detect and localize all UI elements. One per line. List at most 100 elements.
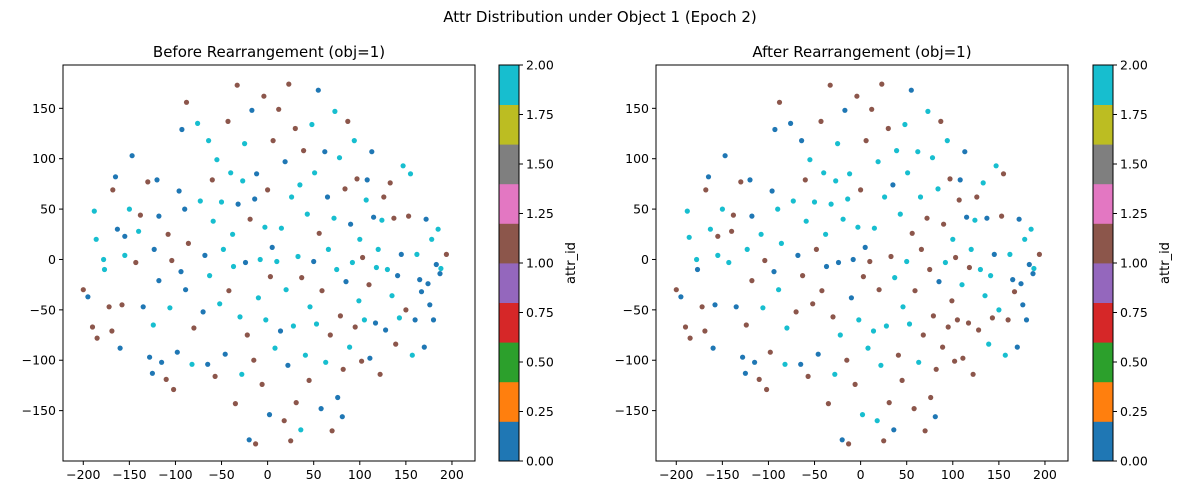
- data-point: [940, 344, 946, 350]
- data-point: [825, 401, 832, 407]
- data-point: [710, 345, 716, 351]
- data-point: [810, 301, 816, 307]
- data-point: [712, 302, 718, 308]
- data-point: [334, 266, 340, 273]
- data-point: [856, 317, 862, 323]
- data-point: [729, 228, 735, 234]
- data-point: [352, 324, 358, 330]
- data-point: [767, 349, 773, 355]
- data-point: [800, 273, 806, 279]
- y-tick-label: 150: [625, 101, 649, 116]
- data-point: [366, 282, 372, 288]
- data-point: [799, 138, 805, 144]
- data-point: [377, 371, 383, 377]
- data-point: [242, 259, 249, 266]
- x-tick-label: −50: [801, 467, 827, 482]
- data-point: [758, 231, 764, 237]
- data-point: [854, 93, 860, 99]
- data-point: [220, 246, 226, 252]
- data-point: [828, 201, 834, 207]
- data-point: [726, 259, 732, 266]
- data-point: [902, 121, 908, 128]
- y-tick-label: −100: [615, 353, 649, 368]
- data-point: [414, 251, 420, 257]
- data-point: [974, 194, 980, 200]
- x-tick-label: 150: [394, 467, 418, 482]
- data-point: [957, 177, 963, 183]
- data-point: [859, 412, 866, 418]
- data-point: [267, 274, 273, 280]
- colorbar-segment: [499, 421, 519, 462]
- data-point: [147, 354, 153, 360]
- data-point: [917, 194, 924, 200]
- data-point: [976, 327, 982, 333]
- plot-frame: [655, 64, 1069, 462]
- data-point: [912, 288, 918, 294]
- colorbar-tick-label: 1.25: [526, 206, 554, 221]
- data-point: [112, 174, 119, 180]
- data-point: [80, 287, 86, 293]
- data-point: [871, 225, 878, 231]
- x-tick-label: 100: [348, 467, 372, 482]
- data-point: [905, 170, 911, 176]
- data-point: [348, 221, 354, 227]
- data-point: [369, 149, 375, 155]
- data-point: [149, 370, 155, 376]
- data-point: [694, 266, 701, 273]
- data-point: [289, 194, 295, 200]
- data-point: [396, 315, 402, 321]
- data-point: [259, 381, 265, 387]
- data-point: [364, 177, 370, 183]
- data-point: [977, 266, 984, 273]
- data-point: [195, 120, 201, 126]
- data-point: [343, 279, 349, 285]
- x-tick-label: −100: [751, 467, 785, 482]
- data-point: [839, 437, 845, 443]
- data-point: [360, 254, 366, 261]
- data-point: [174, 349, 180, 355]
- data-point: [110, 187, 116, 193]
- data-point: [802, 177, 808, 183]
- data-point: [807, 157, 813, 163]
- data-point: [323, 359, 329, 365]
- data-point: [1026, 261, 1032, 268]
- colorbar-tick-label: 1.25: [1120, 206, 1148, 221]
- data-point: [982, 293, 988, 299]
- data-point: [106, 304, 112, 310]
- data-point: [1002, 352, 1008, 358]
- data-point: [254, 171, 260, 177]
- data-point: [805, 373, 811, 379]
- y-tick-label: 50: [40, 202, 56, 217]
- data-point: [1011, 289, 1018, 295]
- data-point: [304, 211, 310, 217]
- colorbar-tick-label: 1.75: [1120, 107, 1148, 122]
- colorbar-segment: [1093, 223, 1113, 264]
- data-point: [345, 118, 351, 124]
- data-point: [354, 176, 360, 182]
- data-point: [165, 231, 171, 237]
- data-point: [340, 366, 346, 372]
- data-point: [953, 254, 959, 261]
- data-point: [925, 108, 931, 114]
- data-point: [189, 361, 195, 367]
- data-point: [244, 332, 250, 338]
- data-point: [776, 287, 782, 293]
- data-point: [290, 323, 296, 329]
- data-point: [954, 317, 961, 323]
- data-point: [156, 213, 162, 219]
- data-point: [722, 153, 728, 159]
- data-point: [989, 315, 996, 321]
- y-tick-label: −150: [615, 403, 649, 418]
- data-point: [182, 206, 188, 212]
- data-point: [733, 304, 739, 310]
- plot-title: Before Rearrangement (obj=1): [153, 43, 385, 61]
- data-point: [270, 138, 276, 144]
- data-point: [299, 275, 305, 281]
- data-point: [225, 118, 231, 124]
- data-point: [867, 258, 873, 265]
- data-point: [932, 414, 938, 420]
- data-point: [154, 177, 160, 183]
- data-point: [1023, 317, 1030, 323]
- data-point: [438, 265, 444, 272]
- data-point: [335, 394, 341, 401]
